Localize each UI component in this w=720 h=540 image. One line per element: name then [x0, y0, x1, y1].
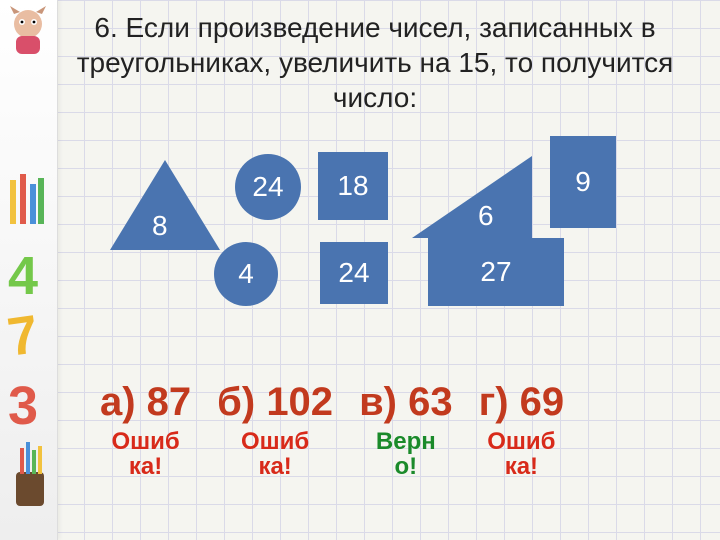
- triangle-8-value: 8: [152, 210, 168, 242]
- right-triangle-6: 6: [412, 156, 532, 238]
- pencil-cup-icon: [6, 440, 54, 512]
- answer-a-feedback: Ошибка!: [100, 429, 191, 479]
- deco-digit-4: 4: [8, 245, 38, 307]
- answer-c-feedback: Верно!: [359, 429, 453, 479]
- pencils-icon: [6, 170, 46, 230]
- answer-b-label: б) 102: [217, 380, 333, 425]
- answer-a-label: а) 87: [100, 380, 191, 425]
- answer-c-label: в) 63: [359, 380, 453, 425]
- answer-b[interactable]: б) 102 Ошибка!: [217, 380, 333, 479]
- answer-a[interactable]: а) 87 Ошибка!: [100, 380, 191, 479]
- right-triangle-6-svg: [412, 156, 532, 238]
- square-24: 24: [320, 242, 388, 304]
- rect-9-value: 9: [575, 166, 591, 198]
- question-text: 6. Если произведение чисел, записанных в…: [40, 10, 710, 115]
- deco-digit-3: 3: [8, 375, 38, 437]
- answer-d-feedback: Ошибка!: [479, 429, 565, 479]
- square-24-value: 24: [338, 257, 369, 289]
- answer-b-feedback: Ошибка!: [217, 429, 333, 479]
- square-18-value: 18: [337, 170, 368, 202]
- circle-4-value: 4: [238, 258, 254, 290]
- shapes-panel: 8 24 18 6 9 4 24 27: [90, 150, 690, 350]
- rect-9: 9: [550, 136, 616, 228]
- deco-digit-7: 7: [4, 303, 42, 369]
- answer-d-label: г) 69: [479, 380, 565, 425]
- answer-d[interactable]: г) 69 Ошибка!: [479, 380, 565, 479]
- circle-24: 24: [235, 154, 301, 220]
- answers-row: а) 87 Ошибка! б) 102 Ошибка! в) 63 Верно…: [100, 380, 700, 479]
- circle-4: 4: [214, 242, 278, 306]
- rect-27: 27: [428, 238, 564, 306]
- right-triangle-6-value: 6: [478, 200, 494, 232]
- rect-27-value: 27: [480, 256, 511, 288]
- circle-24-value: 24: [252, 171, 283, 203]
- answer-c[interactable]: в) 63 Верно!: [359, 380, 453, 479]
- square-18: 18: [318, 152, 388, 220]
